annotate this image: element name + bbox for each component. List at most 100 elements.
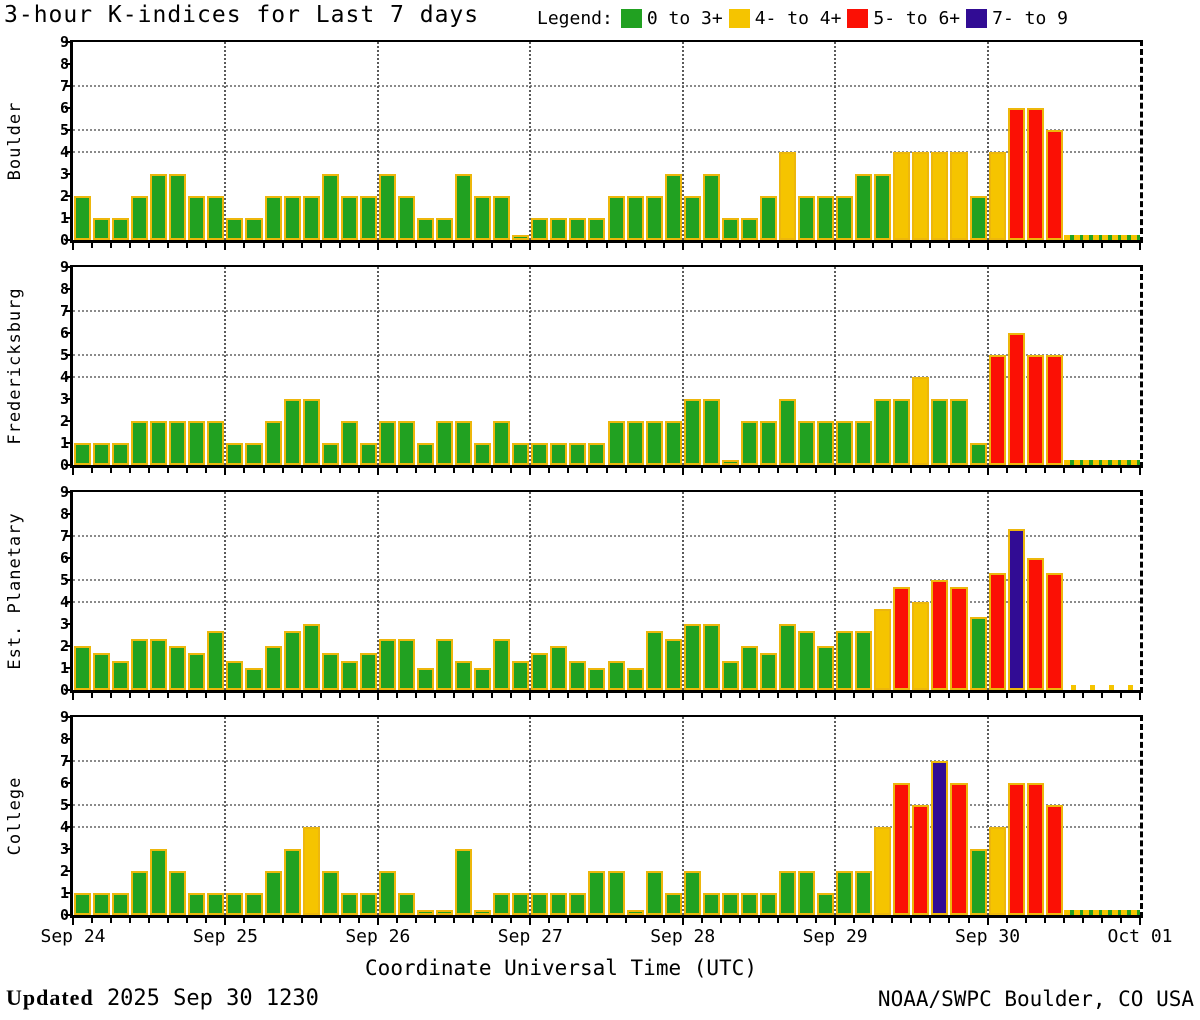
- gridline-k4: [73, 376, 1140, 378]
- y-tick-mark: [65, 354, 70, 356]
- y-tick-label: 1: [47, 884, 69, 902]
- x-tick-mark: [548, 468, 551, 473]
- x-tick-mark: [605, 918, 608, 923]
- x-tick-mark: [529, 693, 532, 700]
- x-tick-mark: [757, 918, 760, 923]
- k-index-bar: [817, 893, 835, 915]
- x-tick-mark: [624, 693, 627, 698]
- k-index-bar: [817, 421, 835, 465]
- k-index-bar: [702, 624, 720, 690]
- k-index-bar: [645, 631, 663, 690]
- y-tick-label: 7: [47, 302, 69, 320]
- y-tick-mark: [65, 513, 70, 515]
- x-tick-mark: [872, 468, 875, 473]
- k-index-bar: [112, 443, 130, 465]
- k-index-bar: [226, 660, 244, 690]
- gridline-day: [986, 492, 989, 690]
- k-index-bar: [740, 218, 758, 240]
- x-tick-mark: [929, 468, 932, 473]
- x-tick-mark: [738, 468, 741, 473]
- k-index-bar: [721, 660, 739, 690]
- x-tick-mark: [357, 918, 360, 923]
- k-index-bar: [969, 616, 987, 690]
- k-index-bar: [664, 174, 682, 240]
- gridline-day: [681, 492, 684, 690]
- x-tick-mark: [853, 693, 856, 698]
- x-tick-mark: [872, 918, 875, 923]
- k-index-bar: [759, 421, 777, 465]
- k-index-bar: [93, 218, 111, 240]
- x-tick-mark: [796, 693, 799, 698]
- y-tick-label: 8: [47, 280, 69, 298]
- k-index-bar: [93, 893, 111, 915]
- k-index-bar: [1026, 783, 1044, 915]
- x-tick-mark: [510, 468, 513, 473]
- x-tick-mark: [948, 468, 951, 473]
- x-tick-mark: [110, 243, 113, 248]
- k-index-bar: [283, 399, 301, 465]
- x-tick-mark: [910, 693, 913, 698]
- gridline-day: [529, 492, 532, 690]
- k-index-bar: [607, 660, 625, 690]
- k-index-bar: [1045, 572, 1063, 690]
- k-index-bar: [950, 783, 968, 915]
- k-index-bar: [702, 893, 720, 915]
- x-axis-labels: Sep 24 Sep 25 Sep 26 Sep 27 Sep 28 Sep 29 Sep …: [40, 926, 1172, 948]
- y-tick-label: 3: [47, 615, 69, 633]
- k-index-bar: [836, 631, 854, 690]
- k-index-bar: [988, 152, 1006, 240]
- x-tick-mark: [186, 243, 189, 248]
- x-tick-mark: [1005, 693, 1008, 698]
- y-tick-label: 7: [47, 527, 69, 545]
- gridline-day: [529, 267, 532, 465]
- x-tick-mark: [243, 243, 246, 248]
- k-index-bar: [207, 196, 225, 240]
- y-tick-label: 5: [47, 571, 69, 589]
- x-tick-mark: [491, 693, 494, 698]
- k-index-bar: [474, 668, 492, 690]
- k-index-bar: [798, 631, 816, 690]
- k-index-bar: [359, 893, 377, 915]
- gridline-day: [681, 267, 684, 465]
- y-tick-label: 9: [47, 483, 69, 501]
- x-tick-mark: [719, 468, 722, 473]
- k-index-bar: [378, 638, 396, 690]
- k-index-bar: [245, 443, 263, 465]
- k-index-bar: [1026, 108, 1044, 240]
- y-tick-mark: [65, 738, 70, 740]
- legend-swatch-icon: [728, 9, 750, 28]
- k-index-bar: [283, 631, 301, 690]
- x-tick-mark: [605, 693, 608, 698]
- gridline-day: [224, 717, 227, 915]
- x-tick-mark: [434, 468, 437, 473]
- k-index-bar: [950, 152, 968, 240]
- y-tick-mark: [65, 195, 70, 197]
- x-axis-label-sep-24: Sep 24: [40, 926, 106, 947]
- y-tick-mark: [65, 870, 70, 872]
- x-tick-mark: [205, 693, 208, 698]
- k-index-bar: [302, 624, 320, 690]
- k-index-bar: [474, 910, 492, 915]
- gridline-day: [834, 42, 837, 240]
- x-tick-mark: [1139, 468, 1141, 475]
- x-tick-mark: [815, 918, 818, 923]
- k-index-bar: [569, 893, 587, 915]
- k-index-bar: [340, 196, 358, 240]
- missing-data-tick: [1070, 685, 1076, 690]
- y-tick-mark: [65, 601, 70, 603]
- k-index-bar: [740, 421, 758, 465]
- y-tick-label: 7: [47, 77, 69, 95]
- x-axis-label-sep-28: Sep 28: [650, 926, 716, 947]
- y-tick-mark: [65, 107, 70, 109]
- y-tick-label: 3: [47, 165, 69, 183]
- x-tick-mark: [700, 693, 703, 698]
- x-tick-mark: [929, 693, 932, 698]
- x-tick-mark: [167, 693, 170, 698]
- gridline-k7: [73, 760, 1140, 762]
- x-tick-mark: [567, 468, 570, 473]
- x-tick-mark: [624, 243, 627, 248]
- k-index-bar: [455, 849, 473, 915]
- gridline-k4: [73, 826, 1140, 828]
- y-tick-label: 2: [47, 862, 69, 880]
- y-tick-label: 4: [47, 818, 69, 836]
